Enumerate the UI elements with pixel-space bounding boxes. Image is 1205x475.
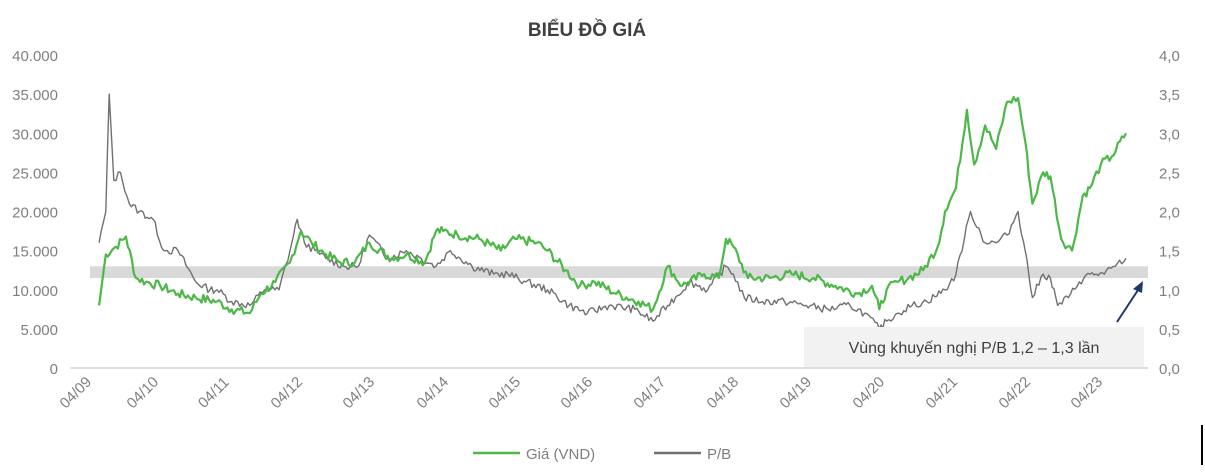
x-tick-label: 04/16 bbox=[558, 374, 597, 413]
y-right-tick-label: 2,5 bbox=[1159, 165, 1180, 182]
y-right-tick-label: 0,5 bbox=[1159, 322, 1180, 339]
recommendation-band bbox=[90, 266, 1148, 279]
left-axis-ticks: 0 5.000 10.000 15.000 20.000 25.000 30.000 35.0… bbox=[12, 48, 58, 378]
y-left-tick-label: 35.000 bbox=[12, 87, 58, 104]
x-tick-label: 04/17 bbox=[631, 374, 670, 413]
x-tick-label: 04/10 bbox=[124, 374, 163, 413]
pb-band-rect bbox=[90, 266, 1148, 279]
chart-title: BIỂU ĐỒ GIÁ bbox=[528, 19, 647, 41]
x-tick-label: 04/18 bbox=[704, 374, 743, 413]
x-tick-label: 04/13 bbox=[340, 374, 379, 413]
x-tick-label: 04/15 bbox=[486, 374, 525, 413]
annotation-arrow bbox=[1116, 286, 1141, 323]
legend: Giá (VND) P/B bbox=[473, 446, 731, 463]
x-tick-label: 04/11 bbox=[195, 374, 233, 412]
x-tick-label: 04/20 bbox=[850, 374, 889, 413]
legend-label-pb: P/B bbox=[707, 446, 731, 463]
right-axis-ticks: 0,0 0,5 1,0 1,5 2,0 2,5 3,0 3,5 4,0 bbox=[1159, 48, 1180, 378]
x-tick-label: 04/21 bbox=[923, 374, 962, 413]
y-left-tick-label: 15.000 bbox=[12, 244, 58, 261]
x-axis-ticks: 04/09 04/10 04/11 04/12 04/13 04/14 04/15 04/16… bbox=[57, 374, 1107, 413]
y-left-tick-label: 0 bbox=[50, 361, 58, 378]
edge-mark bbox=[1201, 425, 1203, 465]
annotation-arrowhead bbox=[1133, 281, 1143, 293]
y-left-tick-label: 10.000 bbox=[12, 283, 58, 300]
x-tick-label: 04/23 bbox=[1068, 374, 1107, 413]
y-left-tick-label: 20.000 bbox=[12, 205, 58, 222]
y-left-tick-label: 5.000 bbox=[20, 322, 58, 339]
y-right-tick-label: 0,0 bbox=[1159, 361, 1180, 378]
y-right-tick-label: 2,0 bbox=[1159, 205, 1180, 222]
series-lines bbox=[98, 93, 1127, 330]
annotation-text: Vùng khuyến nghị P/B 1,2 – 1,3 lần bbox=[849, 340, 1100, 357]
y-right-tick-label: 3,0 bbox=[1159, 126, 1180, 143]
y-right-tick-label: 1,5 bbox=[1159, 244, 1180, 261]
legend-label-price: Giá (VND) bbox=[526, 446, 595, 463]
y-left-tick-label: 30.000 bbox=[12, 126, 58, 143]
y-right-tick-label: 1,0 bbox=[1159, 283, 1180, 300]
price-series-line bbox=[98, 95, 1127, 316]
y-right-tick-label: 3,5 bbox=[1159, 87, 1180, 104]
y-right-tick-label: 4,0 bbox=[1159, 48, 1180, 65]
x-tick-label: 04/12 bbox=[268, 374, 307, 413]
y-left-tick-label: 25.000 bbox=[12, 165, 58, 182]
x-tick-label: 04/14 bbox=[414, 374, 453, 413]
annotation: Vùng khuyến nghị P/B 1,2 – 1,3 lần bbox=[804, 281, 1144, 367]
y-left-tick-label: 40.000 bbox=[12, 48, 58, 65]
x-tick-label: 04/09 bbox=[57, 374, 96, 413]
annotation-box bbox=[804, 327, 1144, 367]
x-tick-label: 04/22 bbox=[996, 374, 1035, 413]
x-tick-label: 04/19 bbox=[777, 374, 816, 413]
